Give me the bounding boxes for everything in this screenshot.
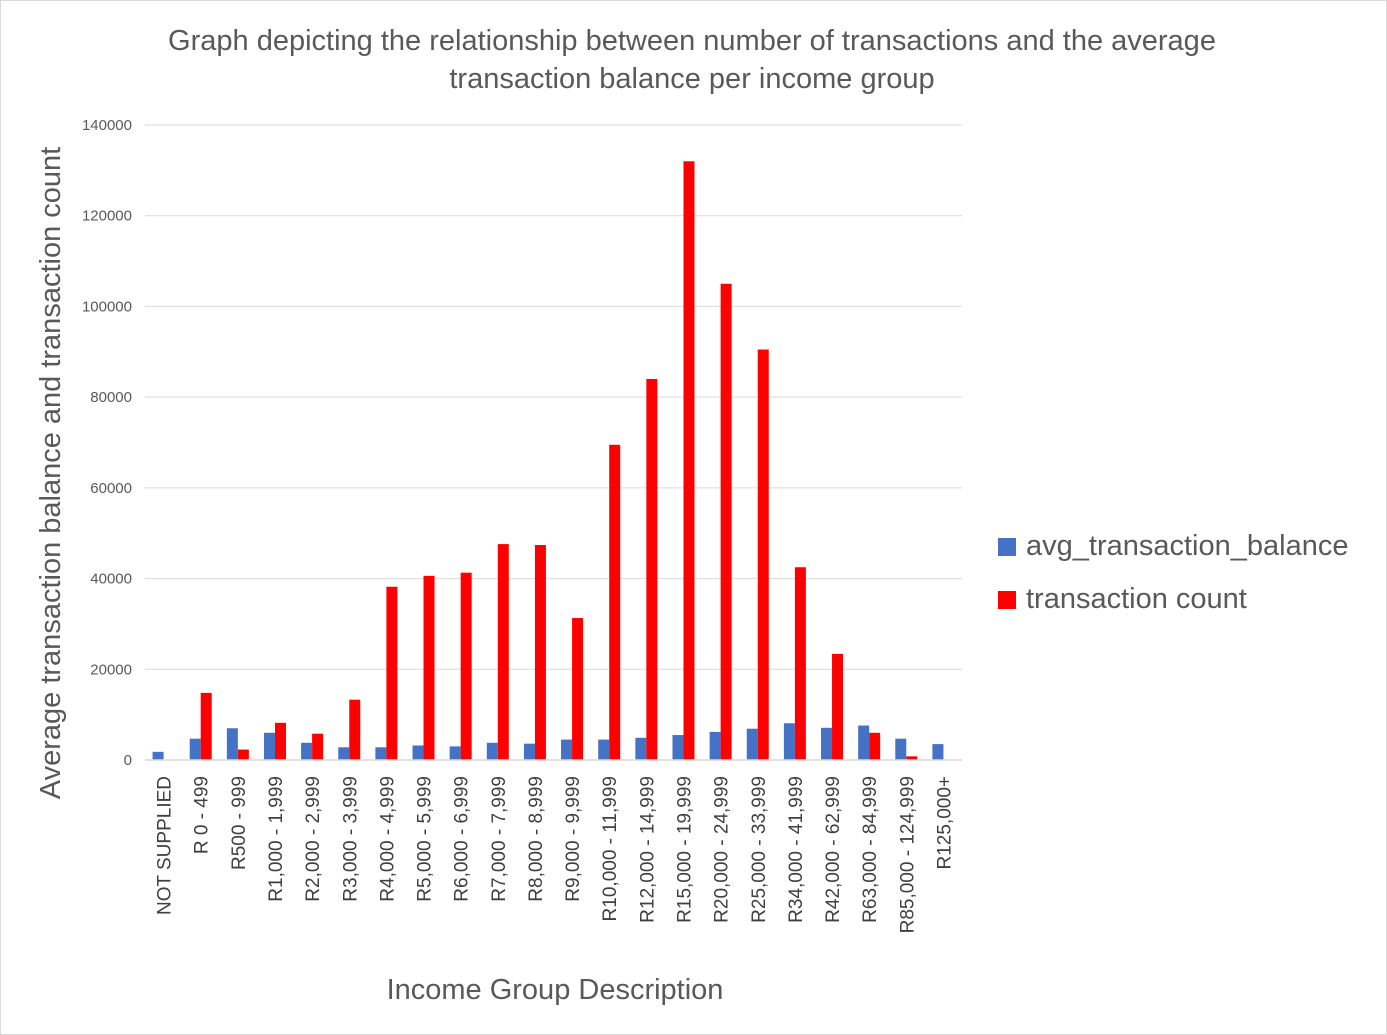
x-tick-label: R4,000 - 4,999 [377,776,398,902]
bar-avg-transaction-balance [301,742,313,760]
x-tick-label: R 0 - 499 [192,776,213,854]
bar-transaction-count [237,749,249,760]
bar-avg-transaction-balance [486,742,498,760]
bar-avg-transaction-balance [189,738,201,760]
y-tick-label: 60000 [90,480,132,497]
legend: avg_transaction_balance transaction coun… [998,520,1348,626]
y-tick-label: 20000 [90,661,132,678]
bar-transaction-count [497,544,509,760]
x-tick-label: R25,000 - 33,999 [749,776,770,923]
y-tick-label: 120000 [82,208,132,225]
bar-avg-transaction-balance [672,735,684,760]
x-tick-label: R7,000 - 7,999 [489,776,510,902]
bar-transaction-count [683,161,695,761]
legend-item-transaction-count: transaction count [998,573,1348,626]
x-tick-label: R12,000 - 14,999 [637,776,658,923]
x-tick-label: R1,000 - 1,999 [266,776,287,902]
bar-avg-transaction-balance [709,731,721,760]
x-tick-label: R85,000 - 124,999 [897,776,918,933]
bar-transaction-count [906,756,918,760]
x-tick-label: R20,000 - 24,999 [712,776,733,923]
bar-transaction-count [423,575,435,760]
x-tick-label: NOT SUPPLIED [155,776,176,915]
x-tick-label: R34,000 - 41,999 [786,776,807,923]
legend-label: transaction count [1026,583,1247,615]
x-axis-tick-labels: NOT SUPPLIED R 0 - 499 R500 - 999 R1,000 - … [155,776,956,933]
legend-item-avg-transaction-balance: avg_transaction_balance [998,520,1348,573]
y-tick-label: 140000 [82,117,132,134]
bar-avg-transaction-balance [783,723,795,760]
bar-avg-transaction-balance [895,738,907,760]
y-tick-label: 0 [124,752,132,769]
x-tick-label: R10,000 - 11,999 [600,776,621,921]
bar-transaction-count [869,732,881,760]
bar-transaction-count [609,444,621,760]
x-tick-label: R125,000+ [934,776,955,870]
y-tick-label: 80000 [90,389,132,406]
y-axis-title: Average transaction balance and transact… [35,147,67,799]
bar-avg-transaction-balance [523,743,535,760]
x-axis-title: Income Group Description [387,974,724,1006]
bar-avg-transaction-balance [746,728,758,760]
y-tick-label: 100000 [82,298,132,315]
x-tick-label: R9,000 - 9,999 [563,776,584,902]
x-tick-label: R15,000 - 19,999 [674,776,695,923]
x-tick-label: R63,000 - 84,999 [860,776,881,923]
bar-avg-transaction-balance [375,747,387,760]
bar-transaction-count [832,653,844,760]
bar-transaction-count [349,699,361,760]
bar-transaction-count [757,349,769,760]
x-tick-label: R42,000 - 62,999 [823,776,844,923]
y-tick-label: 40000 [90,571,132,588]
bar-transaction-count [794,567,806,760]
bar-avg-transaction-balance [449,746,461,760]
bar-transaction-count [572,618,584,760]
bar-avg-transaction-balance [821,727,833,760]
x-tick-label: R3,000 - 3,999 [340,776,361,902]
x-tick-label: R2,000 - 2,999 [303,776,324,902]
bar-transaction-count [646,379,658,760]
bar-avg-transaction-balance [858,725,870,760]
legend-swatch-blue [998,537,1016,556]
legend-label: avg_transaction_balance [1026,530,1349,562]
bar-avg-transaction-balance [152,751,164,760]
bar-avg-transaction-balance [226,728,238,760]
bar-transaction-count [534,545,546,760]
bar-transaction-count [312,733,324,760]
bar-transaction-count [720,283,732,760]
chart-title: Graph depicting the relationship between… [168,25,1216,95]
x-tick-label: R8,000 - 8,999 [526,776,547,902]
x-tick-label: R500 - 999 [229,776,250,870]
bar-avg-transaction-balance [338,747,350,760]
legend-swatch-red [998,590,1016,609]
gridlines [145,124,962,670]
bar-avg-transaction-balance [561,739,573,760]
bar-avg-transaction-balance [598,739,610,760]
bar-transaction-count [386,586,398,760]
bar-transaction-count [460,572,472,760]
bar-avg-transaction-balance [412,745,424,760]
x-tick-label: R5,000 - 5,999 [415,776,436,902]
bar-transaction-count [274,722,286,760]
bar-avg-transaction-balance [932,744,944,760]
bar-avg-transaction-balance [263,732,275,760]
bar-avg-transaction-balance [635,737,647,760]
bar-transaction-count [200,692,212,760]
x-tick-label: R6,000 - 6,999 [452,776,473,902]
bars [152,161,944,761]
y-axis-ticks: 0 20000 40000 60000 80000 100000 120000 140000 [82,117,132,769]
